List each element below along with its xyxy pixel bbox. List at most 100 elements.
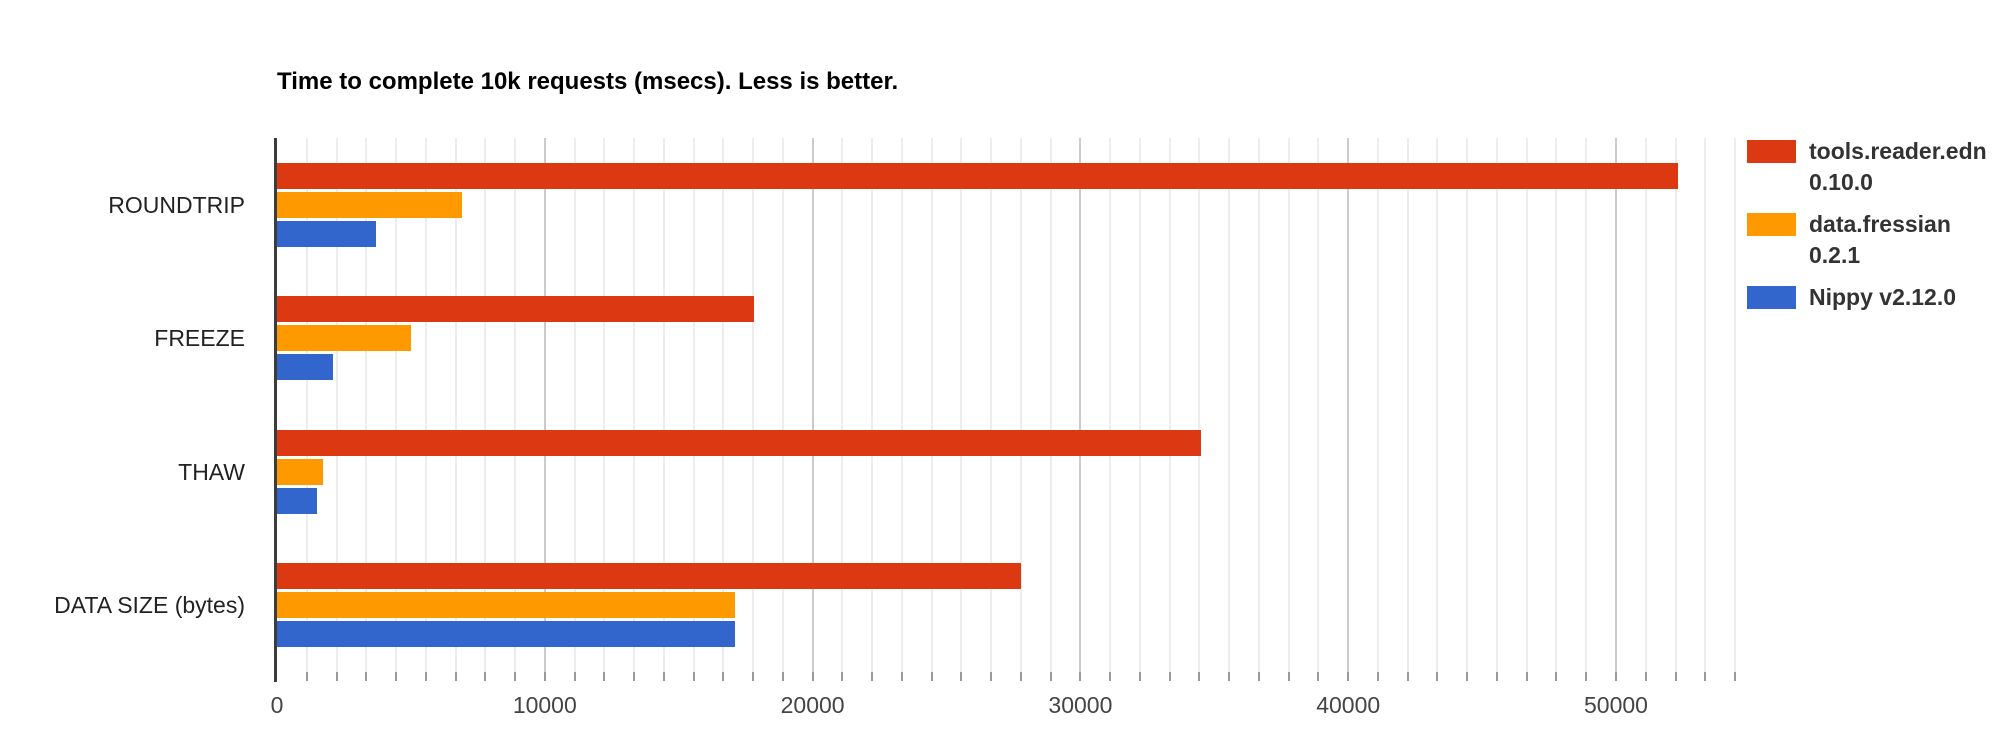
axis-tick xyxy=(960,672,963,681)
gridline-major xyxy=(811,138,814,672)
axis-tick xyxy=(1525,672,1528,681)
legend-label: data.fressian 0.2.1 xyxy=(1809,211,1951,268)
axis-tick xyxy=(1644,672,1647,681)
x-tick-label-30000: 30000 xyxy=(1048,692,1113,718)
axis-tick xyxy=(990,672,993,681)
gridline-minor xyxy=(365,138,368,672)
legend-item-data-fressian-0-2-1[interactable]: data.fressian 0.2.1 xyxy=(1747,209,1987,271)
gridline-minor xyxy=(1376,138,1379,672)
axis-tick xyxy=(573,672,576,681)
gridline-minor xyxy=(1109,138,1112,672)
gridline-minor xyxy=(1555,138,1558,672)
gridline-minor xyxy=(1228,138,1231,672)
axis-tick xyxy=(1287,672,1290,681)
axis-tick xyxy=(1495,672,1498,681)
gridline-minor xyxy=(900,138,903,672)
bar-freeze-tools-reader-edn-0-10-0[interactable] xyxy=(277,296,754,323)
bar-data-size-bytes-data-fressian-0-2-1[interactable] xyxy=(277,592,735,619)
axis-tick xyxy=(1168,672,1171,681)
axis-tick xyxy=(305,672,308,681)
legend-swatch-nippy-v2-12-0 xyxy=(1747,286,1796,309)
axis-tick xyxy=(900,672,903,681)
axis-tick xyxy=(841,672,844,681)
gridline-minor xyxy=(752,138,755,672)
gridline-minor xyxy=(722,138,725,672)
gridline-minor xyxy=(1734,138,1736,672)
gridline-minor xyxy=(871,138,874,672)
axis-tick xyxy=(692,672,695,681)
gridline-minor xyxy=(781,138,784,672)
x-tick-label-20000: 20000 xyxy=(780,692,845,718)
bar-thaw-data-fressian-0-2-1[interactable] xyxy=(277,458,323,485)
axis-tick xyxy=(1079,672,1082,681)
axis-tick xyxy=(930,672,933,681)
legend-item-tools-reader-edn-0-10-0[interactable]: tools.reader.edn 0.10.0 xyxy=(1747,136,1987,198)
axis-tick xyxy=(1347,672,1350,681)
gridline-minor xyxy=(573,138,576,672)
gridline-minor xyxy=(1138,138,1141,672)
gridline-major xyxy=(1614,138,1617,672)
gridline-major xyxy=(1347,138,1350,672)
axis-tick xyxy=(1436,672,1439,681)
axis-tick xyxy=(484,672,487,681)
gridline-minor xyxy=(662,138,665,672)
gridline-minor xyxy=(1287,138,1290,672)
bar-thaw-nippy-v2-12-0[interactable] xyxy=(277,487,318,514)
gridline-minor xyxy=(1525,138,1528,672)
axis-tick xyxy=(424,672,427,681)
gridline-minor xyxy=(335,138,338,672)
bar-freeze-data-fressian-0-2-1[interactable] xyxy=(277,325,411,352)
axis-tick xyxy=(1138,672,1141,681)
axis-tick xyxy=(365,672,368,681)
gridline-minor xyxy=(692,138,695,672)
axis-tick xyxy=(514,672,517,681)
bar-roundtrip-data-fressian-0-2-1[interactable] xyxy=(277,191,462,218)
gridline-minor xyxy=(841,138,844,672)
bar-freeze-nippy-v2-12-0[interactable] xyxy=(277,354,334,381)
plot-area xyxy=(277,138,1736,681)
gridline-minor xyxy=(305,138,308,672)
bar-thaw-tools-reader-edn-0-10-0[interactable] xyxy=(277,429,1201,456)
gridline-minor xyxy=(1585,138,1588,672)
gridline-minor xyxy=(1198,138,1201,672)
axis-tick xyxy=(752,672,755,681)
gridline-minor xyxy=(990,138,993,672)
gridline-minor xyxy=(1466,138,1469,672)
bar-data-size-bytes-nippy-v2-12-0[interactable] xyxy=(277,621,735,648)
bar-roundtrip-tools-reader-edn-0-10-0[interactable] xyxy=(277,162,1678,189)
legend: tools.reader.edn 0.10.0 data.fressian 0.2.1… xyxy=(1747,136,1987,324)
axis-tick xyxy=(871,672,874,681)
axis-tick xyxy=(781,672,784,681)
bar-roundtrip-nippy-v2-12-0[interactable] xyxy=(277,220,377,247)
axis-tick xyxy=(1228,672,1231,681)
axis-tick xyxy=(543,672,546,681)
category-label-freeze: FREEZE xyxy=(154,325,245,352)
gridline-minor xyxy=(1644,138,1647,672)
legend-item-nippy-v2-12-0[interactable]: Nippy v2.12.0 xyxy=(1747,282,1987,313)
axis-tick xyxy=(1734,672,1736,681)
axis-tick xyxy=(1198,672,1201,681)
legend-swatch-data-fressian-0-2-1 xyxy=(1747,213,1796,236)
x-tick-label-0: 0 xyxy=(270,692,284,718)
x-tick-label-10000: 10000 xyxy=(512,692,577,718)
y-axis-line xyxy=(274,138,277,682)
axis-tick xyxy=(722,672,725,681)
gridline-minor xyxy=(424,138,427,672)
gridline-minor xyxy=(454,138,457,672)
axis-tick xyxy=(1704,672,1707,681)
gridline-major xyxy=(1079,138,1082,672)
gridline-minor xyxy=(1317,138,1320,672)
gridline-minor xyxy=(930,138,933,672)
axis-tick xyxy=(335,672,338,681)
axis-tick xyxy=(1674,672,1677,681)
gridline-minor xyxy=(1674,138,1677,672)
bar-data-size-bytes-tools-reader-edn-0-10-0[interactable] xyxy=(277,563,1022,590)
axis-tick xyxy=(395,672,398,681)
axis-tick xyxy=(1376,672,1379,681)
axis-tick xyxy=(1257,672,1260,681)
axis-tick xyxy=(1109,672,1112,681)
gridline-minor xyxy=(633,138,636,672)
category-label-thaw: THAW xyxy=(178,458,245,485)
gridline-minor xyxy=(1495,138,1498,672)
axis-tick xyxy=(1049,672,1052,681)
